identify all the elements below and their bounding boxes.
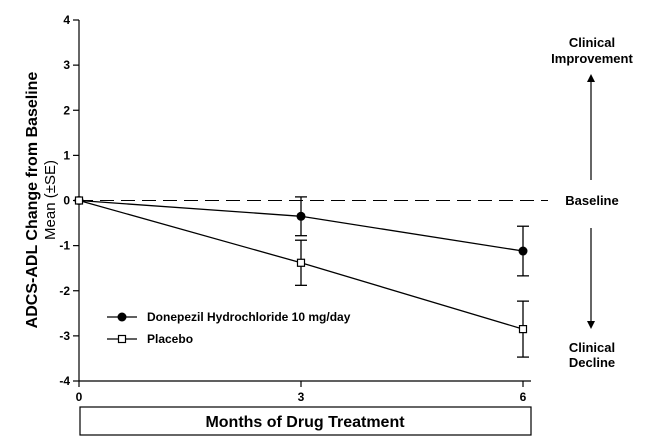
annotation-improvement-line1: Clinical bbox=[569, 35, 615, 50]
x-tick-label: 6 bbox=[520, 390, 527, 404]
x-axis-title: Months of Drug Treatment bbox=[205, 414, 405, 431]
y-tick-label: 4 bbox=[63, 13, 70, 27]
annotation-decline-line1: Clinical bbox=[569, 340, 615, 355]
y-tick-label: 1 bbox=[63, 148, 70, 162]
series-2 bbox=[74, 196, 529, 358]
legend-marker bbox=[117, 334, 127, 344]
y-tick-label: 3 bbox=[63, 58, 70, 72]
annotation-improvement-line2: Improvement bbox=[551, 51, 633, 66]
y-tick-label: 0 bbox=[63, 194, 70, 208]
legend-label: Donepezil Hydrochloride 10 mg/day bbox=[147, 310, 351, 324]
legend: Donepezil Hydrochloride 10 mg/day Placebo bbox=[107, 310, 351, 346]
data-point bbox=[296, 258, 306, 267]
x-tick-label: 3 bbox=[298, 390, 305, 404]
x-axis: 0 3 6 bbox=[76, 380, 531, 404]
y-axis: 4 3 2 1 0 -1 -2 -3 -4 bbox=[59, 13, 80, 388]
annotations: Clinical Improvement Baseline Clinical D… bbox=[551, 35, 633, 370]
annotation-baseline: Baseline bbox=[565, 193, 618, 208]
y-tick-label: -3 bbox=[59, 329, 70, 343]
arrow-up-icon bbox=[587, 74, 595, 82]
legend-marker bbox=[117, 312, 127, 322]
data-point bbox=[518, 325, 528, 334]
data-point bbox=[518, 246, 528, 256]
arrow-down-icon bbox=[587, 321, 595, 329]
legend-label: Placebo bbox=[147, 332, 193, 346]
y-axis-subtitle: Mean (±SE) bbox=[42, 160, 59, 240]
x-tick-label: 0 bbox=[76, 390, 83, 404]
y-tick-label: -2 bbox=[59, 284, 70, 298]
y-tick-label: -4 bbox=[59, 374, 70, 388]
y-tick-label: -1 bbox=[59, 239, 70, 253]
data-point bbox=[296, 211, 306, 221]
data-point bbox=[74, 196, 84, 205]
y-tick-label: 2 bbox=[63, 103, 70, 117]
y-axis-title: ADCS-ADL Change from Baseline bbox=[24, 72, 41, 329]
x-axis-title-box bbox=[79, 406, 532, 436]
series-layer bbox=[74, 196, 529, 358]
annotation-decline-line2: Decline bbox=[569, 355, 615, 370]
